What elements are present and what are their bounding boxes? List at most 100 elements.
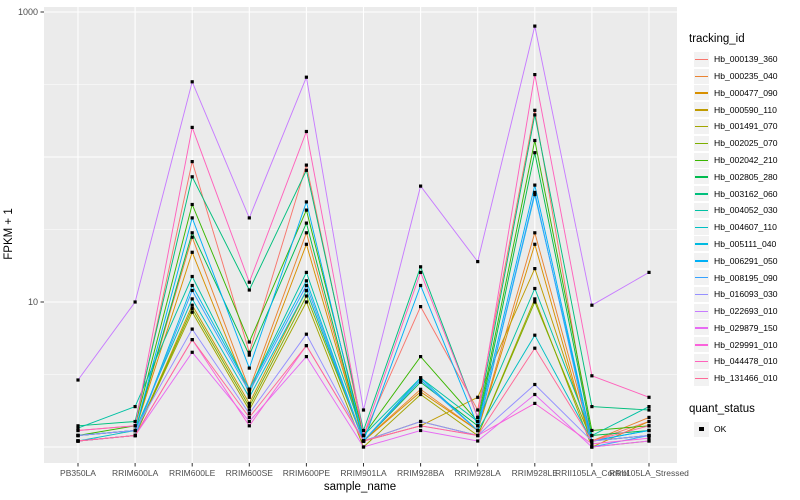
data-point — [647, 415, 651, 419]
data-point — [190, 303, 194, 307]
legend-entry-label: Hb_002805_280 — [714, 171, 778, 182]
legend-entry-Hb_006291_050: Hb_006291_050 — [694, 252, 778, 269]
data-point — [533, 242, 537, 246]
data-point — [647, 428, 651, 433]
tracking-id-legend-title: tracking_id — [689, 33, 745, 45]
data-point — [590, 433, 594, 438]
legend-entry-label: Hb_002025_070 — [714, 138, 778, 149]
data-point — [419, 355, 423, 359]
data-point — [419, 270, 423, 274]
x-tick-label: RRIM928LE — [511, 468, 558, 478]
data-point — [590, 442, 594, 446]
data-point — [419, 390, 423, 394]
data-point — [590, 303, 594, 307]
data-point — [419, 378, 423, 382]
legend-entry-Hb_005111_040: Hb_005111_040 — [694, 236, 776, 253]
quant-point-swatch — [694, 421, 709, 437]
data-point — [419, 283, 423, 288]
data-point — [533, 297, 537, 301]
quant-status-legend-title: quant_status — [689, 403, 755, 415]
data-point — [190, 297, 194, 301]
legend-entry-label: Hb_004052_030 — [714, 205, 778, 216]
data-point — [304, 300, 308, 304]
legend-line-swatch — [694, 169, 709, 185]
data-point — [247, 401, 251, 405]
data-point — [190, 310, 194, 314]
x-tick-label: PB350LA — [60, 468, 96, 478]
data-point — [304, 355, 308, 359]
data-point — [647, 270, 651, 274]
data-point — [190, 80, 194, 84]
data-point — [476, 419, 480, 424]
legend-entry-label: Hb_022693_010 — [714, 306, 778, 317]
legend-entry-Hb_000139_360: Hb_000139_360 — [694, 51, 778, 68]
legend-entry-label: Hb_029879_150 — [714, 322, 778, 333]
legend-line-swatch — [694, 152, 709, 168]
data-point — [304, 288, 308, 293]
data-point — [647, 395, 651, 399]
data-point — [247, 392, 251, 397]
data-point — [533, 382, 537, 387]
data-point — [590, 445, 594, 449]
y-axis-title: FPKM + 1 — [3, 208, 15, 260]
data-point — [533, 24, 537, 28]
data-point — [190, 216, 194, 220]
data-point — [304, 208, 308, 212]
data-point — [304, 163, 308, 167]
data-point — [190, 235, 194, 239]
data-point — [590, 405, 594, 409]
legend-line-swatch — [694, 337, 709, 353]
data-point — [533, 392, 537, 397]
data-point — [533, 193, 537, 197]
data-point — [133, 419, 137, 424]
data-point — [647, 408, 651, 412]
data-point — [476, 424, 480, 428]
legend-entry-label: Hb_002042_210 — [714, 155, 778, 166]
data-point — [476, 439, 480, 443]
data-point — [419, 419, 423, 424]
legend-entry-Hb_000477_090: Hb_000477_090 — [694, 85, 778, 102]
legend-line-swatch — [694, 219, 709, 235]
data-point — [361, 445, 366, 449]
data-point — [419, 265, 423, 269]
data-point — [590, 428, 594, 433]
x-tick-label: RRII105LA_Control — [555, 468, 629, 478]
data-point — [247, 387, 251, 391]
x-tick-label: RRIM600PE — [282, 468, 331, 478]
legend-entry-Hb_002805_280: Hb_002805_280 — [694, 168, 778, 185]
data-point — [419, 376, 423, 380]
data-point — [247, 288, 251, 292]
legend-line-swatch — [694, 135, 709, 151]
data-point — [361, 439, 366, 443]
data-point — [76, 424, 80, 428]
legend-entry-label: Hb_000139_360 — [714, 54, 778, 65]
data-point — [533, 231, 537, 235]
legend-entry-Hb_002042_210: Hb_002042_210 — [694, 152, 778, 169]
legend-entry-label: Hb_000477_090 — [714, 87, 778, 98]
data-point — [419, 305, 423, 309]
x-tick-label: RRIM600LE — [169, 468, 216, 478]
data-point — [304, 200, 308, 204]
data-point — [533, 333, 537, 337]
legend-entry-Hb_131466_010: Hb_131466_010 — [694, 370, 778, 387]
legend-line-swatch — [694, 270, 709, 285]
data-point — [190, 288, 194, 293]
data-point — [190, 250, 194, 254]
legend-line-swatch — [694, 353, 709, 369]
data-point — [247, 340, 251, 344]
data-point — [476, 415, 480, 419]
x-tick-label: RRII105LA_Stressed — [609, 468, 689, 478]
legend-line-swatch — [694, 85, 709, 101]
data-point — [590, 439, 594, 443]
legend-entry-label: Hb_004607_110 — [714, 222, 777, 233]
data-point — [190, 160, 194, 164]
data-point — [190, 283, 194, 288]
data-point — [190, 350, 194, 354]
legend-entry-label: Hb_008195_090 — [714, 272, 778, 283]
legend-line-swatch — [694, 253, 709, 269]
data-point — [247, 350, 251, 354]
data-point — [590, 374, 594, 378]
data-point — [419, 392, 423, 397]
legend-line-swatch — [694, 370, 709, 386]
